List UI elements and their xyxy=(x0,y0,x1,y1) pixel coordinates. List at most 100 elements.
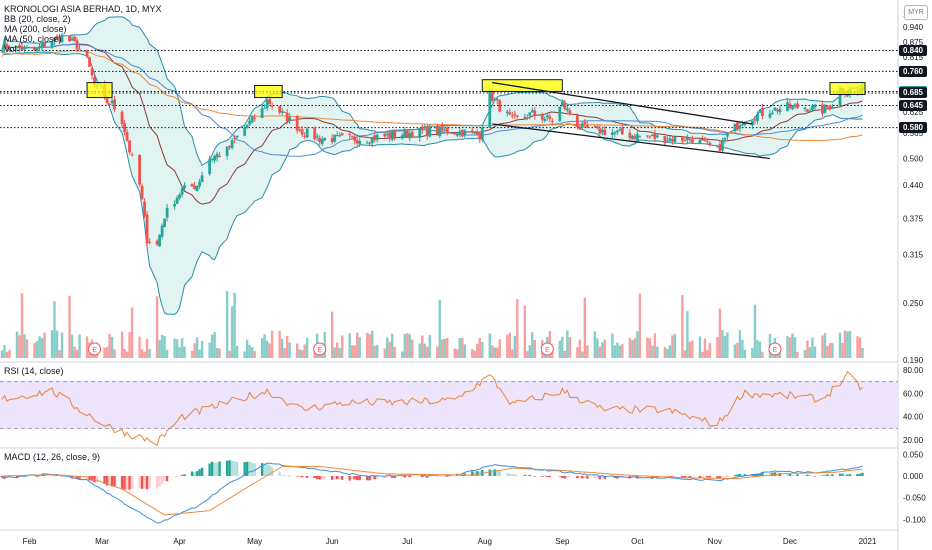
volume-bar xyxy=(723,336,727,358)
macd-histogram-bar xyxy=(225,460,229,476)
currency-button[interactable]: MYR xyxy=(904,5,928,20)
macd-histogram-bar xyxy=(178,476,181,477)
volume-bar xyxy=(75,349,79,358)
volume-bar xyxy=(120,331,124,358)
macd-histogram-bar xyxy=(393,476,396,479)
macd-histogram-bar xyxy=(230,460,234,476)
volume-bar xyxy=(356,332,359,358)
rsi-tick-label: 60.00 xyxy=(903,389,924,398)
candle-body xyxy=(771,112,774,114)
volume-bar xyxy=(373,345,376,358)
macd-histogram-bar xyxy=(843,474,847,476)
volume-bar xyxy=(438,299,441,358)
candle-body xyxy=(35,47,39,51)
macd-histogram-bar xyxy=(233,461,236,476)
candles xyxy=(0,33,864,247)
volume-bar xyxy=(796,351,799,358)
price-tag: 0.685 xyxy=(899,87,927,99)
candle-body xyxy=(305,128,309,138)
macd-histogram-bar xyxy=(280,475,284,476)
candle-body xyxy=(533,110,537,116)
macd-histogram-bar xyxy=(493,469,496,476)
volume-bar xyxy=(583,297,587,358)
macd-histogram-bar xyxy=(70,476,74,479)
price-tag: 0.645 xyxy=(899,99,927,111)
candle-body xyxy=(613,132,617,134)
legend-ma50: MA (50, close) xyxy=(4,34,62,44)
candle-body xyxy=(25,47,29,49)
volume-bar xyxy=(476,343,479,358)
volume-bar xyxy=(858,337,862,358)
volume-bar xyxy=(471,349,474,358)
volume-bar xyxy=(638,293,642,358)
macd-histogram-bar xyxy=(391,476,394,478)
chart-title: KRONOLOGI ASIA BERHAD, 1D, MYX xyxy=(4,4,162,14)
price-tick-label: 0.565 xyxy=(903,129,924,138)
volume-bar xyxy=(403,334,406,358)
candle-body xyxy=(455,134,459,136)
macd-histogram-bar xyxy=(163,476,166,481)
macd-histogram-bar xyxy=(368,476,371,481)
macd-histogram-bar xyxy=(358,476,361,481)
candle-body xyxy=(650,134,654,137)
macd-histogram-bar xyxy=(673,476,677,477)
candle-body xyxy=(263,107,267,109)
volume-bar xyxy=(688,341,692,358)
candle-body xyxy=(721,140,724,151)
macd-histogram-bar xyxy=(453,476,456,477)
macd-histogram-bar xyxy=(741,474,744,476)
volume-bar xyxy=(218,348,221,358)
candle-body xyxy=(598,128,602,134)
time-tick-label: Apr xyxy=(173,537,186,546)
volume-bar xyxy=(108,333,111,358)
volume-bar xyxy=(348,333,351,358)
macd-histogram-bar xyxy=(541,476,544,477)
candle-body xyxy=(788,103,792,108)
macd-histogram-bar xyxy=(338,476,341,480)
candle-body xyxy=(85,50,89,57)
macd-line xyxy=(1,462,863,524)
candle-body xyxy=(43,42,46,48)
macd-signal-line xyxy=(1,466,863,516)
candle-body xyxy=(408,133,412,139)
macd-histogram-bar xyxy=(35,476,39,477)
candle-body xyxy=(213,155,217,161)
macd-histogram-bar xyxy=(245,461,249,476)
volume-bar xyxy=(25,339,29,358)
volume-bar xyxy=(481,341,484,358)
earnings-marker xyxy=(88,342,102,356)
candle-body xyxy=(791,105,794,110)
volume-bar xyxy=(0,350,4,358)
macd-histogram-bar xyxy=(791,475,794,476)
volume-bar xyxy=(123,349,126,358)
volume-bar xyxy=(285,336,289,358)
candle-body xyxy=(283,111,287,113)
highlight-zone xyxy=(829,82,866,95)
candle-body xyxy=(200,175,204,182)
volume-bar xyxy=(653,333,657,358)
macd-histogram-bar xyxy=(856,473,859,476)
candle-body xyxy=(813,104,817,108)
macd-histogram-bar xyxy=(295,476,299,477)
volume-bar xyxy=(808,347,812,358)
candle-body xyxy=(438,126,442,137)
volume-bar xyxy=(691,340,694,358)
macd-histogram-bar xyxy=(546,476,549,478)
volume-bar xyxy=(18,335,21,358)
macd-histogram-bar xyxy=(313,476,316,479)
volume-bar xyxy=(280,338,284,358)
candle-body xyxy=(463,130,467,136)
candle-body xyxy=(698,139,702,144)
volume-bar xyxy=(401,351,404,358)
highlight-zone xyxy=(254,84,283,99)
macd-histogram-bar xyxy=(636,476,639,479)
macd-histogram-bar xyxy=(721,476,724,478)
macd-histogram-bar xyxy=(145,476,149,490)
candle-body xyxy=(315,136,319,138)
volume-bar xyxy=(811,337,814,358)
macd-histogram-bar xyxy=(348,476,351,481)
volume-bar xyxy=(155,296,159,358)
macd-histogram-bar xyxy=(806,474,809,476)
candle-body xyxy=(365,142,369,144)
